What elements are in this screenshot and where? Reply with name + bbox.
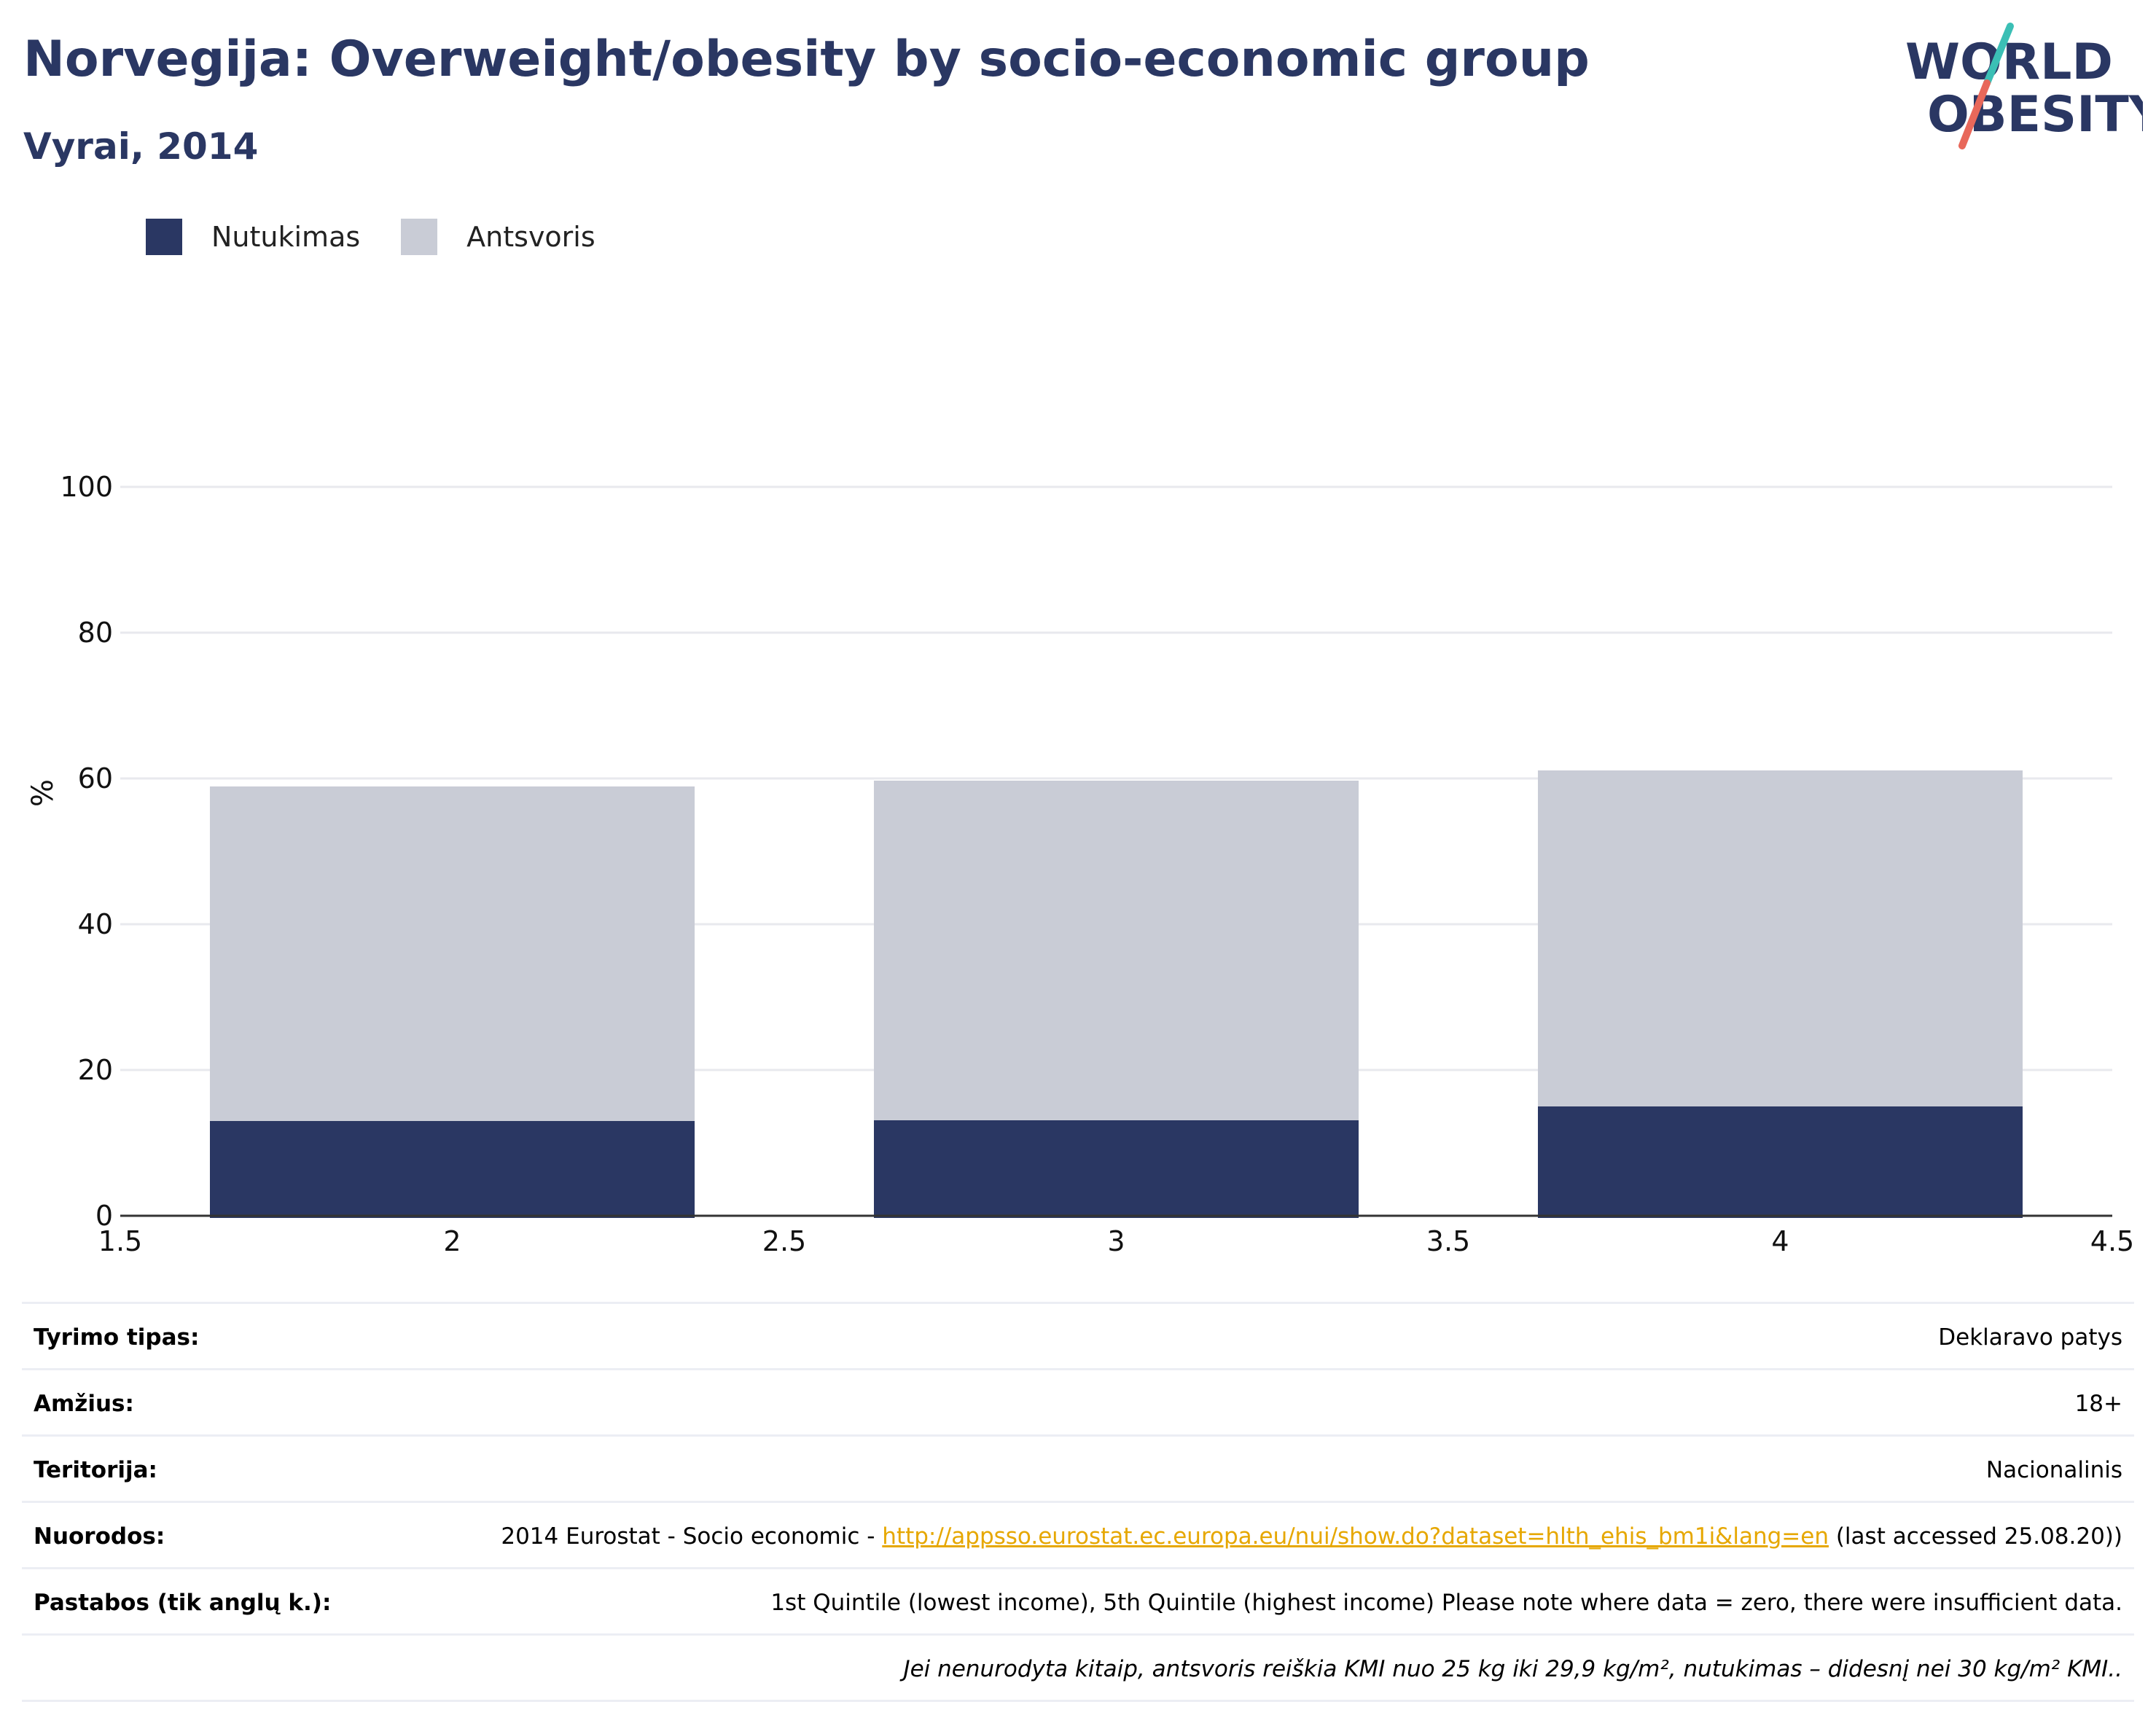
bar-antsvoris-4[interactable]	[1537, 770, 2023, 1106]
info-row-territory: Teritorija: Nacionalinis	[22, 1437, 2134, 1503]
x-tick-label-1-5: 1.5	[98, 1225, 142, 1257]
bar-nutukimas-3[interactable]	[873, 1120, 1359, 1218]
info-value-territory: Nacionalinis	[1985, 1457, 2122, 1483]
y-tick-label-40: 40	[78, 908, 113, 940]
x-tick-label-4-5: 4.5	[2090, 1225, 2134, 1257]
info-key-territory: Teritorija:	[34, 1457, 157, 1483]
definition-note: Jei nenurodyta kitaip, antsvoris reiškia…	[903, 1656, 2122, 1682]
chart-legend: Nutukimas Antsvoris	[146, 217, 636, 257]
chart-title: Norvegija: Overweight/obesity by socio-e…	[23, 31, 1590, 88]
reference-prefix: 2014 Eurostat - Socio economic -	[501, 1523, 883, 1550]
info-row-notes: Pastabos (tik anglų k.): 1st Quintile (l…	[22, 1569, 2134, 1636]
bar-antsvoris-3[interactable]	[873, 781, 1359, 1120]
legend-swatch-nutukimas	[146, 219, 182, 255]
info-value-age: 18+	[2074, 1391, 2122, 1417]
x-tick-label-3-5: 3.5	[1426, 1225, 1470, 1257]
legend-label-nutukimas: Nutukimas	[211, 221, 361, 253]
reference-suffix: (last accessed 25.08.20))	[1828, 1523, 2122, 1550]
info-value-notes: 1st Quintile (lowest income), 5th Quinti…	[770, 1590, 2122, 1616]
y-tick-label-0: 0	[95, 1200, 113, 1232]
legend-swatch-antsvoris	[401, 219, 438, 255]
info-key-survey-type: Tyrimo tipas:	[34, 1324, 200, 1351]
bar-nutukimas-4[interactable]	[1537, 1106, 2023, 1218]
legend-label-antsvoris: Antsvoris	[466, 221, 595, 253]
y-tick-label-60: 60	[78, 762, 113, 794]
x-tick-label-2: 2	[443, 1225, 461, 1257]
info-row-survey-type: Tyrimo tipas: Deklaravo patys	[22, 1304, 2134, 1370]
bar-nutukimas-2[interactable]	[209, 1121, 695, 1218]
tick-labels: 0 20 40 60 80 100 1.5 2 2.5 3 3.5 4 4.5	[60, 471, 2134, 1257]
x-tick-label-4: 4	[1771, 1225, 1789, 1257]
info-row-age: Amžius: 18+	[22, 1370, 2134, 1437]
logo-slash-teal	[1983, 23, 2014, 87]
info-row-references: Nuorodos: 2014 Eurostat - Socio economic…	[22, 1503, 2134, 1569]
chart-subtitle: Vyrai, 2014	[23, 125, 259, 168]
reference-link[interactable]: http://appsso.eurostat.ec.europa.eu/nui/…	[882, 1523, 1829, 1550]
logo-text-world: WORLD	[1905, 34, 2113, 91]
info-key-references: Nuorodos:	[34, 1523, 165, 1550]
bars	[209, 770, 2023, 1218]
stacked-bar-chart: 0 20 40 60 80 100 1.5 2 2.5 3 3.5 4 4.5 %	[26, 471, 2134, 1257]
y-tick-label-20: 20	[78, 1054, 113, 1086]
world-obesity-logo: WORLD OBESITY	[1905, 23, 2143, 149]
info-value-survey-type: Deklaravo patys	[1938, 1324, 2122, 1351]
y-tick-label-80: 80	[78, 617, 113, 649]
logo-text-obesity: OBESITY	[1927, 86, 2143, 144]
x-tick-label-2-5: 2.5	[762, 1225, 806, 1257]
bar-antsvoris-2[interactable]	[209, 786, 695, 1121]
info-value-references: 2014 Eurostat - Socio economic - http://…	[194, 1522, 2122, 1551]
y-tick-label-100: 100	[60, 471, 113, 503]
info-key-age: Amžius:	[34, 1391, 134, 1417]
y-axis-title: %	[26, 779, 60, 807]
legend-item-nutukimas[interactable]: Nutukimas	[146, 219, 360, 255]
info-key-notes: Pastabos (tik anglų k.):	[34, 1590, 332, 1616]
logo-slash-red	[1958, 79, 1991, 149]
info-table: Tyrimo tipas: Deklaravo patys Amžius: 18…	[22, 1302, 2134, 1702]
legend-item-antsvoris[interactable]: Antsvoris	[401, 219, 595, 255]
x-tick-label-3: 3	[1107, 1225, 1125, 1257]
info-row-definition: Jei nenurodyta kitaip, antsvoris reiškia…	[22, 1636, 2134, 1702]
